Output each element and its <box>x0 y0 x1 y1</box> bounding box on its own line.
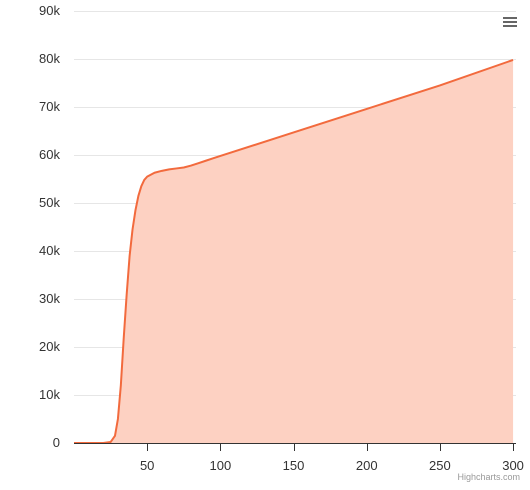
y-tick-label: 20k <box>39 339 60 354</box>
x-tick-label: 100 <box>210 458 232 473</box>
y-tick-label: 60k <box>39 147 60 162</box>
series-area <box>74 59 514 444</box>
series-group <box>74 59 514 444</box>
y-tick-label: 10k <box>39 387 60 402</box>
x-tick-label: 250 <box>429 458 451 473</box>
hamburger-menu-icon <box>503 17 517 19</box>
y-tick-label: 0 <box>53 435 60 450</box>
y-tick-label: 70k <box>39 99 60 114</box>
hamburger-menu-icon <box>503 25 517 27</box>
chart-menu-button[interactable] <box>502 16 518 28</box>
x-axis-labels: 50 100 150 200 250 300 <box>140 458 524 473</box>
y-tick-label: 30k <box>39 291 60 306</box>
x-tick-label: 300 <box>502 458 524 473</box>
x-tick-label: 200 <box>356 458 378 473</box>
y-tick-label: 50k <box>39 195 60 210</box>
x-tick-label: 150 <box>283 458 305 473</box>
x-axis <box>74 443 516 451</box>
y-tick-label: 90k <box>39 3 60 18</box>
y-tick-label: 40k <box>39 243 60 258</box>
y-axis: 0 10k 20k 30k 40k 50k 60k 70k 80k 90k <box>39 3 60 450</box>
series-line <box>74 59 514 444</box>
x-tick-label: 50 <box>140 458 154 473</box>
credits-text[interactable]: Highcharts.com <box>457 472 520 482</box>
y-tick-label: 80k <box>39 51 60 66</box>
hamburger-menu-icon <box>503 21 517 23</box>
